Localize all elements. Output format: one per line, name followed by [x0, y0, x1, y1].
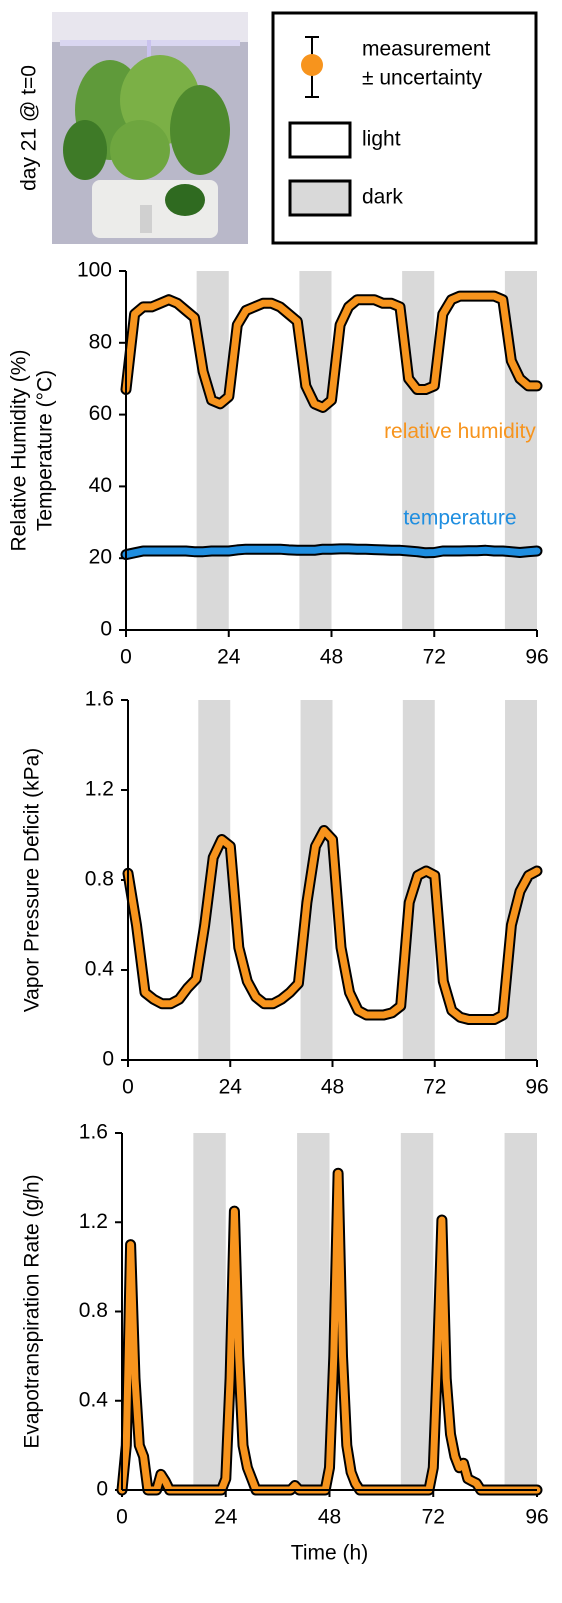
legend — [271, 11, 538, 245]
series-label: relative humidity — [384, 420, 536, 443]
y-tick-label: 0.8 — [85, 868, 114, 891]
y-tick-label: 1.6 — [79, 1121, 108, 1144]
y-tick-label: 0.4 — [85, 958, 115, 981]
legend-label: measurement — [362, 38, 491, 61]
y-axis-label: Temperature (°C) — [34, 370, 57, 531]
measurement-line — [124, 827, 541, 1023]
y-tick-label: 1.2 — [79, 1210, 108, 1233]
dark-period — [299, 271, 332, 630]
y-tick-label: 20 — [89, 546, 112, 569]
x-tick-label: 24 — [219, 1076, 243, 1099]
dark-period — [196, 271, 229, 630]
y-tick-label: 0 — [102, 1048, 114, 1071]
photo-label: day 21 @ t=0 — [18, 65, 41, 191]
legend-label: light — [362, 128, 401, 151]
dark-period — [193, 1133, 226, 1490]
measurement-line — [122, 545, 541, 559]
measurement-line — [122, 292, 541, 411]
x-tick-label: 24 — [217, 646, 241, 669]
x-tick-label: 96 — [525, 1076, 548, 1099]
y-tick-label: 1.2 — [85, 778, 114, 801]
y-tick-label: 0 — [96, 1478, 108, 1501]
x-tick-label: 72 — [422, 1506, 445, 1529]
y-tick-label: 40 — [89, 474, 112, 497]
y-axis-label: Evapotranspiration Rate (g/h) — [21, 1174, 44, 1448]
x-tick-label: 0 — [122, 1076, 134, 1099]
y-tick-label: 100 — [77, 259, 112, 282]
legend-label: ± uncertainty — [362, 67, 483, 90]
x-axis-label: Time (h) — [291, 1542, 368, 1565]
x-tick-label: 0 — [120, 646, 132, 669]
y-tick-label: 0 — [100, 618, 112, 641]
y-axis-label: Vapor Pressure Deficit (kPa) — [21, 748, 44, 1013]
x-tick-label: 96 — [525, 646, 548, 669]
plant-photo — [52, 12, 248, 244]
y-tick-label: 0.8 — [79, 1299, 108, 1322]
y-tick-label: 60 — [89, 402, 112, 425]
x-tick-label: 0 — [116, 1506, 128, 1529]
dark-period — [297, 1133, 330, 1490]
x-tick-label: 96 — [525, 1506, 548, 1529]
x-tick-label: 24 — [214, 1506, 238, 1529]
x-tick-label: 48 — [320, 646, 343, 669]
y-axis-label: Relative Humidity (%) — [8, 350, 31, 552]
y-tick-label: 1.6 — [85, 688, 114, 711]
x-tick-label: 48 — [318, 1506, 341, 1529]
dark-period — [400, 1133, 434, 1490]
y-tick-label: 80 — [89, 330, 112, 353]
series-label: temperature — [403, 506, 516, 529]
legend-label: dark — [362, 186, 403, 209]
y-tick-label: 0.4 — [79, 1388, 109, 1411]
x-tick-label: 48 — [321, 1076, 344, 1099]
x-tick-label: 72 — [423, 646, 446, 669]
dark-period — [504, 1133, 537, 1490]
x-tick-label: 72 — [423, 1076, 446, 1099]
